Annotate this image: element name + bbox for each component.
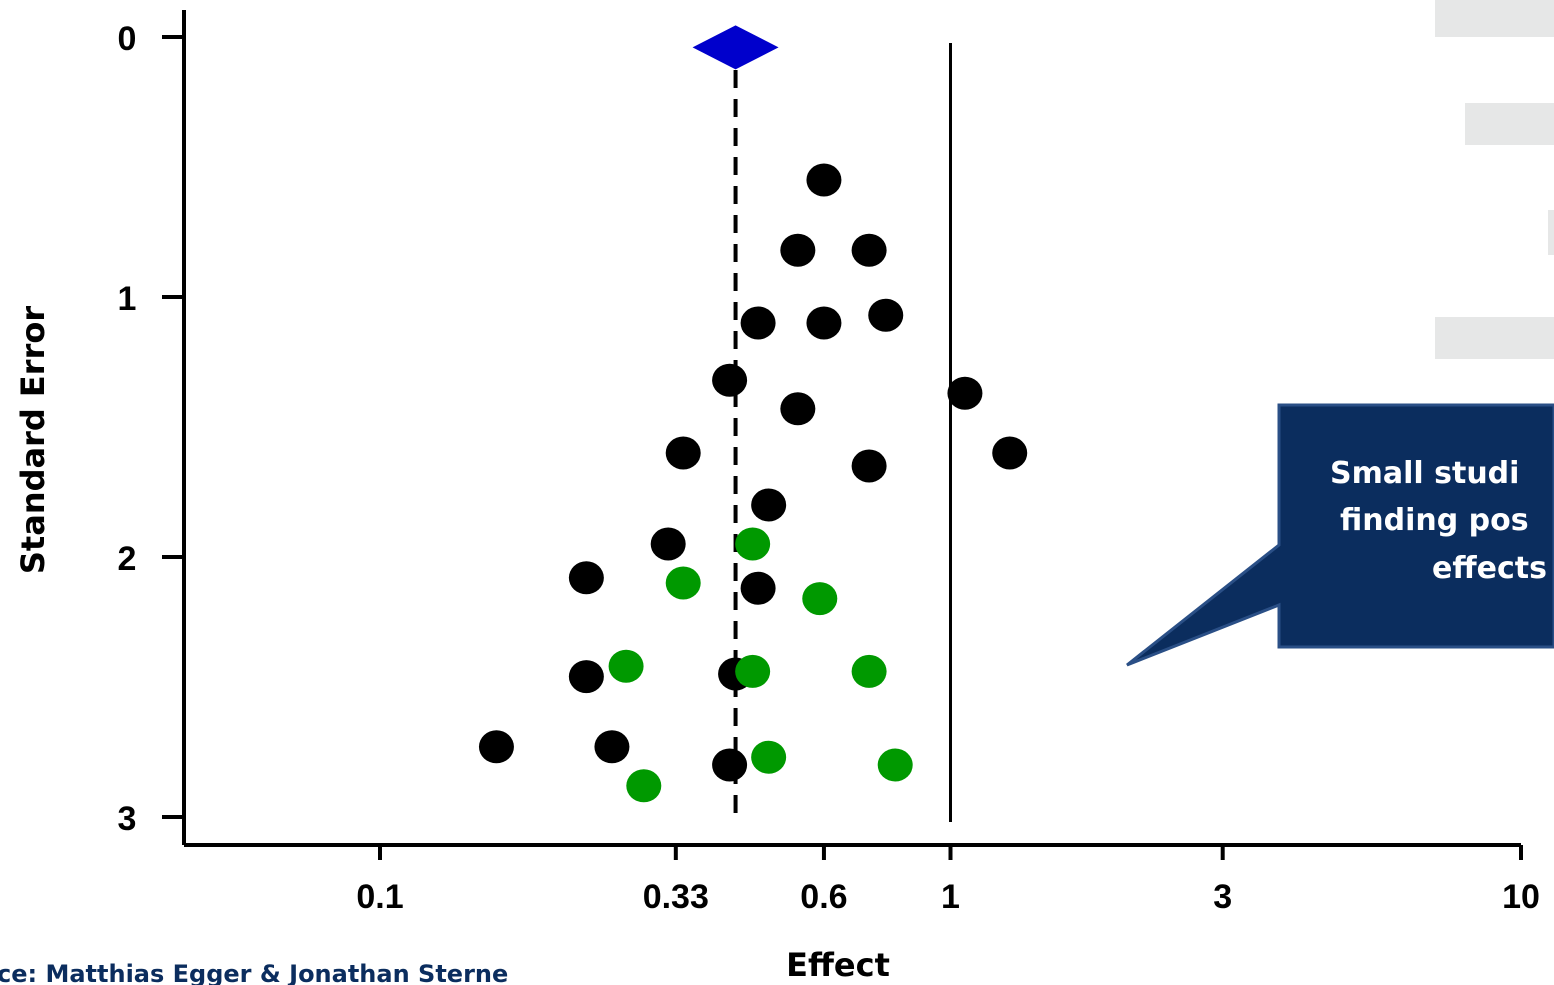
study-point-green (851, 654, 887, 688)
study-point-black (478, 730, 514, 764)
callout-box (1126, 403, 1554, 667)
x-tick-label: 1 (941, 878, 960, 916)
y-tick-label: 2 (118, 540, 137, 578)
study-point-black (947, 376, 983, 410)
x-axis: 0.1 0.33 0.6 1 3 10 (184, 843, 1540, 916)
background-decoration (1435, 0, 1554, 359)
y-tick-label: 3 (118, 800, 137, 838)
study-point-black (740, 571, 776, 605)
study-point-black (851, 449, 887, 483)
x-tick-label: 0.6 (800, 878, 847, 916)
callout-line-3: effects (1432, 551, 1547, 586)
study-point-green (751, 740, 787, 774)
study-point-green (735, 654, 771, 688)
study-point-black (806, 163, 842, 197)
study-point-black (650, 527, 686, 561)
study-point-green (735, 527, 771, 561)
study-point-green (608, 649, 644, 683)
x-tick-label: 3 (1213, 878, 1232, 916)
source-note: ce: Matthias Egger & Jonathan Sterne (0, 960, 508, 985)
study-point-black (568, 660, 604, 694)
x-tick-label: 10 (1502, 878, 1540, 916)
x-tick-label: 0.1 (356, 878, 403, 916)
pooled-estimate-diamond (692, 25, 779, 70)
study-point-black (568, 561, 604, 595)
y-axis-title: Standard Error (14, 306, 52, 574)
x-tick-label: 0.33 (643, 878, 709, 916)
callout-line-1: Small studi (1330, 456, 1519, 491)
study-point-green (877, 748, 913, 782)
study-point-black (780, 233, 816, 267)
study-point-black (740, 306, 776, 340)
y-axis: 0 1 2 3 (118, 10, 186, 845)
y-tick-label: 1 (118, 280, 137, 318)
study-point-green (665, 566, 701, 600)
callout: Small studi finding pos effects (1126, 403, 1554, 667)
study-point-black (712, 748, 748, 782)
study-point-black (780, 392, 816, 426)
study-point-green (626, 769, 662, 803)
study-point-black (868, 298, 904, 332)
study-points (478, 163, 1028, 803)
study-point-black (992, 436, 1028, 470)
study-point-green (802, 582, 838, 616)
study-point-black (806, 306, 842, 340)
study-point-black (751, 488, 787, 522)
study-point-black (851, 233, 887, 267)
x-axis-title: Effect (786, 946, 890, 984)
y-tick-label: 0 (118, 20, 137, 58)
study-point-black (712, 363, 748, 397)
callout-line-2: finding pos (1340, 503, 1529, 538)
study-point-black (594, 730, 630, 764)
study-point-black (665, 436, 701, 470)
